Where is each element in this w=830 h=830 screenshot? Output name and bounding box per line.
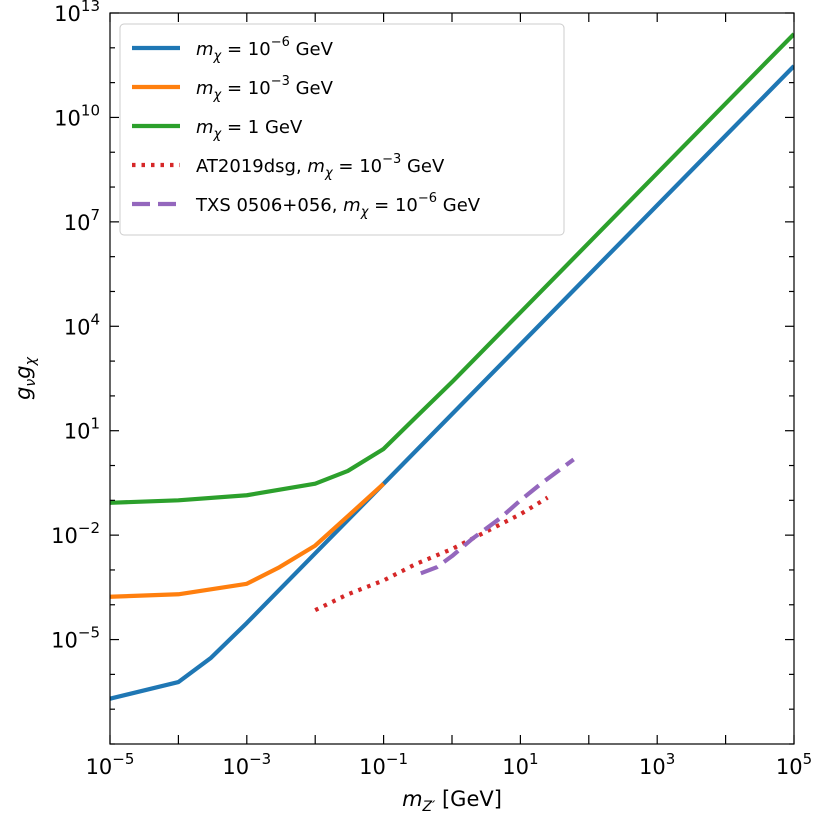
ticks-layer [109, 12, 795, 745]
series-line-3 [110, 32, 794, 505]
y-tick-label: 101 [64, 415, 100, 444]
x-tick-label: 101 [502, 750, 538, 779]
series-line-4 [314, 495, 549, 613]
y-tick-label: 1010 [54, 101, 100, 130]
legend-label-4: AT2019dsg, mχ = 10−3 GeV [196, 152, 445, 181]
x-tick-label: 10−5 [86, 750, 135, 779]
legend: mχ = 10−6 GeV mχ = 10−3 GeV mχ = 1 GeV AT20… [119, 23, 565, 236]
series-line-1 [110, 64, 794, 701]
series-line-2 [110, 482, 386, 599]
legend-box [119, 23, 565, 236]
y-tick-label: 10−5 [51, 624, 100, 653]
y-tick-label: 104 [64, 310, 100, 339]
y-axis-label: gνgχ [11, 356, 39, 400]
x-axis-label: mZ′ [GeV] [402, 787, 502, 815]
series-layer [110, 32, 794, 701]
x-tick-label: 103 [639, 750, 675, 779]
x-tick-label: 10−3 [222, 750, 271, 779]
tick-labels: 10−5 10−3 10−1 101 103 105 10−5 10−2 101 104 107 10… [51, 0, 812, 779]
legend-label-2: mχ = 10−3 GeV [196, 74, 334, 103]
x-tick-label: 10−1 [359, 750, 408, 779]
legend-label-3: mχ = 1 GeV [196, 117, 303, 142]
y-tick-label: 1013 [54, 0, 100, 26]
y-tick-label: 107 [64, 206, 100, 235]
x-tick-label: 105 [776, 750, 812, 779]
y-tick-label: 10−2 [51, 519, 100, 548]
legend-label-1: mχ = 10−6 GeV [196, 35, 334, 64]
series-line-5 [420, 457, 575, 576]
legend-label-5: TXS 0506+056, mχ = 10−6 GeV [195, 191, 481, 220]
